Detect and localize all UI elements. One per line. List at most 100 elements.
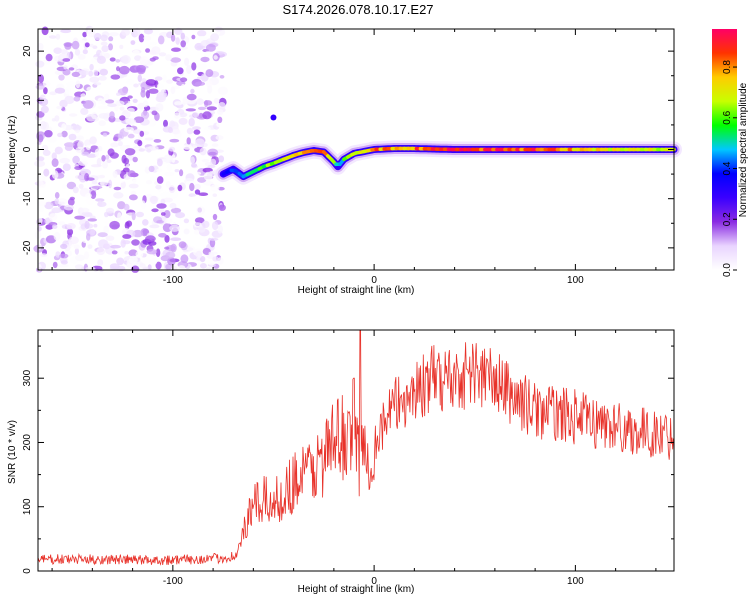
noise-blob: [196, 76, 205, 80]
noise-blob: [105, 99, 115, 104]
noise-blob: [71, 40, 80, 50]
noise-blob: [165, 54, 173, 61]
noise-blob: [91, 180, 98, 185]
noise-blob: [217, 108, 224, 115]
noise-blob: [144, 137, 154, 141]
noise-blob: [196, 45, 206, 50]
noise-blob: [195, 250, 203, 259]
noise-blob: [145, 48, 151, 53]
noise-blob: [169, 191, 178, 199]
noise-blob: [88, 70, 94, 77]
noise-blob: [147, 264, 152, 271]
noise-blob: [108, 43, 113, 51]
noise-blob: [100, 34, 108, 42]
noise-blob: [179, 169, 184, 177]
noise-blob: [71, 125, 82, 131]
noise-blob: [207, 148, 219, 157]
y-tick-label: 0: [22, 146, 33, 152]
noise-blob: [118, 65, 130, 75]
figure-title: S174.2026.078.10.17.E27: [282, 2, 433, 17]
noise-blob: [103, 93, 110, 101]
noise-blob: [79, 70, 90, 76]
noise-blob: [186, 137, 191, 145]
noise-blob: [90, 190, 97, 199]
noise-blob: [54, 198, 59, 205]
noise-blob: [135, 211, 144, 218]
noise-blob: [160, 198, 166, 205]
noise-blob: [95, 198, 105, 202]
noise-blob: [110, 142, 119, 148]
noise-blob: [75, 254, 85, 262]
noise-blob: [142, 100, 149, 108]
noise-blob: [38, 134, 44, 143]
noise-blob: [208, 237, 219, 241]
x-tick-label: -100: [163, 576, 183, 587]
noise-blob: [61, 130, 68, 138]
noise-blob: [62, 163, 71, 171]
noise-blob: [73, 96, 81, 102]
noise-blob: [193, 229, 200, 235]
noise-blob: [132, 229, 144, 238]
snr-x-ticks: -100 0 100: [51, 330, 657, 587]
noise-blob: [212, 256, 219, 262]
noise-blob: [100, 41, 108, 46]
noise-blob: [85, 266, 96, 271]
noise-blob: [104, 211, 109, 218]
colorbar: 0.0 0.2 0.4 0.6 0.8 Normalized spectral ampl…: [712, 29, 749, 277]
noise-blob: [89, 63, 94, 71]
noise-blob: [192, 126, 201, 131]
noise-blob: [109, 57, 116, 62]
noise-blob: [73, 244, 80, 250]
noise-blob: [155, 261, 162, 270]
noise-blob: [113, 186, 122, 191]
colorbar-tick-label: 0.0: [722, 263, 733, 277]
noise-blob: [59, 253, 69, 259]
noise-blob: [202, 111, 212, 120]
noise-blob: [87, 244, 93, 250]
noise-blob: [170, 243, 177, 253]
noise-blob: [108, 179, 113, 189]
noise-blob: [157, 158, 163, 167]
noise-blob: [145, 235, 156, 243]
noise-blob: [164, 171, 175, 177]
noise-blob: [59, 228, 68, 236]
noise-blob: [51, 170, 59, 180]
noise-blob: [141, 110, 150, 120]
noise-blob: [37, 180, 44, 188]
noise-blob: [160, 212, 166, 216]
noise-blob: [39, 121, 47, 130]
noise-blob: [74, 247, 79, 255]
noise-blob: [207, 85, 213, 94]
noise-blob: [174, 92, 180, 98]
noise-blob: [190, 88, 195, 94]
noise-blob: [183, 218, 190, 224]
noise-blob: [213, 98, 220, 104]
noise-blob: [149, 257, 158, 266]
noise-blob: [132, 98, 138, 103]
noise-blob: [131, 179, 140, 185]
noise-blob: [91, 112, 98, 120]
noise-blob: [42, 149, 51, 156]
noise-blob: [83, 212, 93, 217]
noise-blob: [175, 212, 186, 219]
spectrogram-x-label: Height of straight line (km): [298, 285, 415, 296]
noise-blob: [149, 224, 160, 229]
noise-blob: [204, 51, 211, 57]
noise-blob: [43, 168, 50, 177]
noise-blob: [120, 55, 131, 64]
colorbar-label: Normalized spectral amplitude: [738, 82, 749, 217]
noise-blob: [180, 77, 188, 82]
snr-y-label: SNR (10 * v/v): [7, 420, 18, 484]
noise-blob: [96, 55, 106, 64]
noise-blob: [78, 160, 89, 166]
noise-blob: [146, 249, 158, 255]
x-tick-label: 100: [567, 576, 584, 587]
noise-blob: [48, 213, 58, 222]
noise-blob: [196, 98, 204, 105]
noise-blob: [106, 159, 112, 164]
noise-blob: [142, 258, 152, 264]
noise-blob: [193, 129, 201, 135]
noise-blob: [111, 250, 118, 255]
snr-y-ticks: 0 100 200 300: [22, 345, 674, 574]
noise-blob: [57, 263, 69, 268]
